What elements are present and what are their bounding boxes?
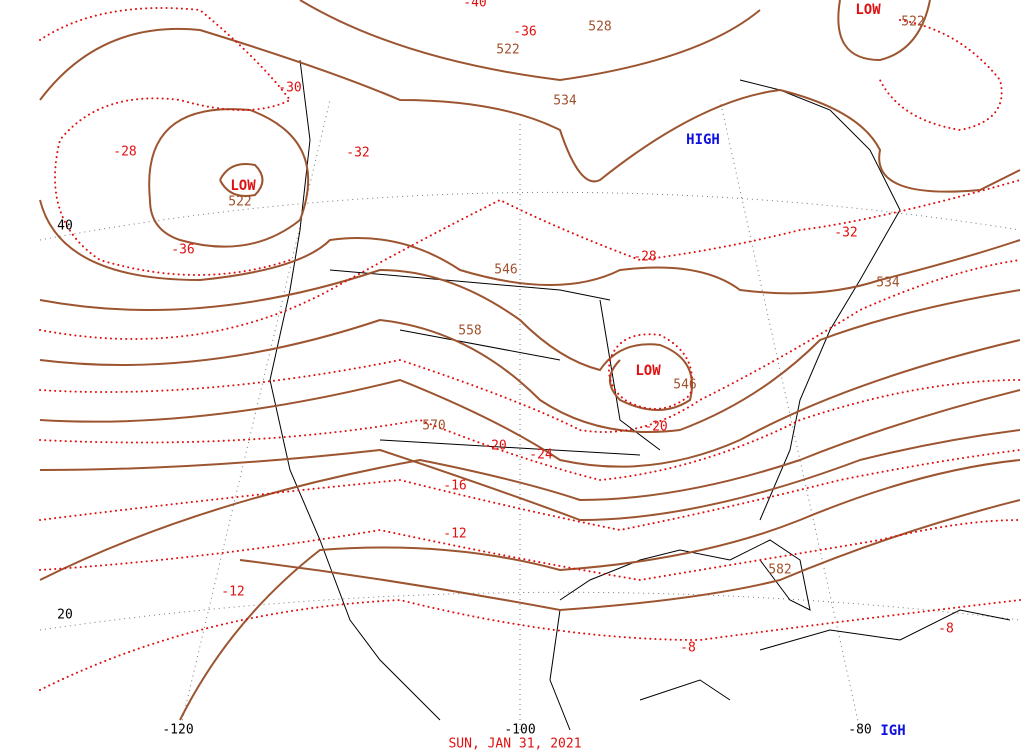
valid-time: SUN, JAN 31, 2021 [448,737,581,752]
height-label: 522 [901,15,924,30]
height-contour [837,0,931,62]
height-label: 528 [588,20,611,35]
border [329,269,661,456]
height-label: 534 [553,94,577,109]
coastline [269,59,441,721]
temperature-label: -32 [346,146,369,161]
height-label: 546 [673,378,696,393]
temperature-label: -16 [443,479,466,494]
temperature-label: -12 [443,527,466,542]
temperature-contours [39,7,1021,691]
labels: -40 522 528 LOW 522 -36 -30 -28 -32 534 … [57,0,954,752]
temperature-label: -8 [938,622,954,637]
latitude-label: 40 [57,219,73,234]
temperature-contour [39,259,1021,433]
height-contour [39,199,1021,295]
height-contour [179,459,1021,721]
temperature-label: -8 [680,641,696,656]
height-label: 522 [228,195,251,210]
temperature-label: -28 [633,250,656,265]
height-contour [219,163,264,197]
graticule [39,99,1021,731]
height-contour [39,27,1021,193]
coastline [739,79,901,521]
temperature-contour [39,598,1021,691]
low-label: LOW [855,2,881,18]
height-contour [39,289,1021,433]
temperature-label: -24 [529,448,553,463]
temperature-contour [39,449,1021,532]
height-label: 582 [768,563,791,578]
temperature-label: -28 [113,145,136,160]
coastline [559,539,811,611]
longitude-label: -100 [504,723,535,738]
coastline [549,609,731,731]
temperature-label: -20 [644,420,667,435]
high-label: IGH [880,723,905,739]
longitude-label: -80 [848,723,871,738]
latitude-label: 20 [57,608,73,623]
height-contour [39,339,1021,468]
temperature-label: -12 [221,585,244,600]
temperature-label: -30 [278,81,301,96]
longitude-label: -120 [162,723,193,738]
temperature-label: -40 [463,0,486,11]
height-label: 546 [494,263,517,278]
high-label: HIGH [686,132,720,148]
temperature-label: -20 [483,439,506,454]
coastlines [269,59,1011,731]
low-label: LOW [635,363,661,379]
height-contour [299,0,761,82]
low-label: LOW [230,178,256,194]
height-contour [39,389,1021,581]
height-label: 558 [458,324,481,339]
temperature-label: -32 [834,226,857,241]
height-label: 570 [422,419,445,434]
height-contour [148,108,310,248]
temperature-contour [39,519,1021,582]
temperature-label: -36 [171,243,194,258]
temperature-contour [39,179,1021,340]
height-contour [239,499,1021,612]
height-contour [39,429,1021,522]
temperature-label: -36 [513,25,536,40]
coastline [759,609,1011,651]
height-label: 522 [496,43,519,58]
height-label: 534 [876,276,900,291]
temperature-contour [39,7,292,276]
